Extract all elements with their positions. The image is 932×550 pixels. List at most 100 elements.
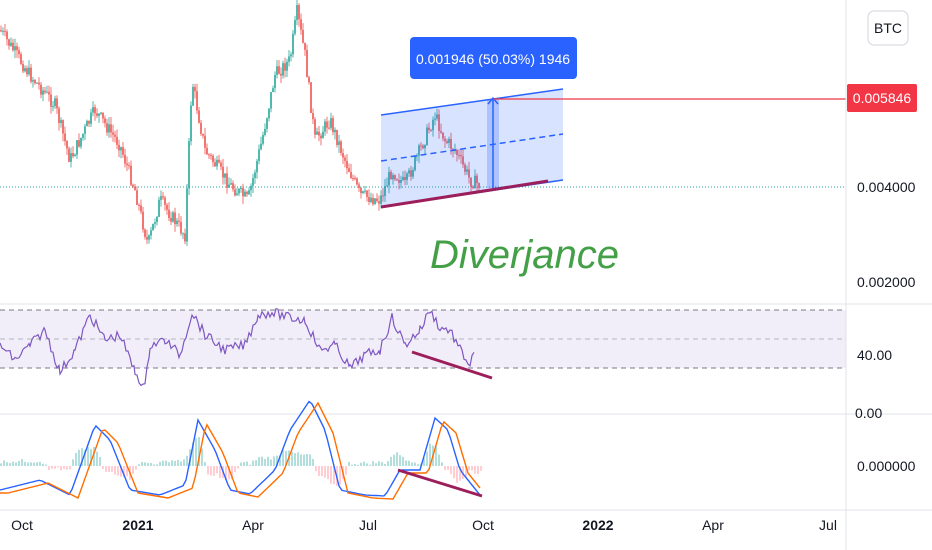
candle-body	[420, 145, 422, 147]
macd-histogram-bar	[387, 461, 389, 466]
macd-histogram-bar	[159, 461, 161, 466]
macd-histogram-bar	[405, 460, 407, 466]
candle-body	[284, 63, 286, 71]
channel-middle-line	[380, 133, 564, 162]
candle-body	[296, 5, 298, 20]
candle-body	[398, 179, 400, 183]
candle-body	[238, 188, 240, 194]
macd-histogram-bar	[147, 463, 149, 466]
candle-body	[40, 84, 42, 95]
macd-histogram-bar	[249, 464, 251, 466]
candle-body	[262, 134, 264, 144]
macd-histogram-bar	[15, 462, 17, 466]
currency-label[interactable]: BTC	[874, 20, 902, 36]
candle-body	[304, 42, 306, 50]
candle-body	[0, 30, 2, 32]
candle-body	[252, 178, 254, 186]
candle-body	[404, 177, 406, 180]
candle-body	[126, 163, 128, 166]
candle-body	[274, 74, 276, 89]
candle-body	[320, 135, 322, 139]
macd-pane[interactable]	[0, 400, 932, 500]
candle-body	[330, 118, 332, 128]
candle-body	[114, 134, 116, 137]
macd-histogram-bar	[48, 466, 50, 471]
candle-body	[34, 80, 36, 84]
time-axis-label: 2021	[122, 517, 153, 533]
candle-body	[328, 127, 330, 129]
time-axis[interactable]: Oct 2021 Apr Jul Oct 2022 Apr Jul	[0, 509, 932, 550]
macd-histogram-bar	[63, 466, 65, 469]
candle-body	[360, 188, 362, 194]
candle-body	[410, 170, 412, 177]
candle-body	[22, 63, 24, 72]
candle-body	[38, 82, 40, 85]
candle-body	[390, 171, 392, 180]
candle-body	[20, 54, 22, 64]
candle-body	[356, 178, 358, 185]
price-scale[interactable]: BTC 0.005846 0.004000 0.002000 40.00 0.0…	[845, 0, 917, 510]
macd-histogram-bar	[96, 451, 98, 466]
time-axis-label: Oct	[472, 517, 494, 533]
macd-histogram-bar	[171, 460, 173, 466]
macd-histogram-bar	[453, 466, 455, 479]
macd-histogram-bar	[126, 466, 128, 477]
candle-body	[58, 108, 60, 123]
macd-histogram-bar	[75, 452, 77, 466]
macd-histogram-bar	[162, 460, 164, 466]
time-axis-label: Apr	[702, 517, 724, 533]
candle-body	[292, 33, 294, 55]
macd-histogram-bar	[6, 462, 8, 466]
candle-body	[128, 165, 130, 167]
candle-body	[96, 113, 98, 116]
candle-body	[176, 220, 178, 225]
candle-body	[260, 143, 262, 150]
candle-body	[204, 135, 206, 148]
macd-histogram-bar	[261, 456, 263, 466]
macd-line	[0, 400, 481, 497]
macd-histogram-bar	[66, 466, 68, 470]
candle-body	[32, 80, 34, 82]
macd-histogram-bar	[312, 458, 314, 466]
macd-histogram-bar	[372, 461, 374, 466]
price-pane[interactable]: 0.001946 (50.03%) 1946 Diverjance	[0, 0, 846, 277]
candle-body	[470, 177, 472, 187]
candle-body	[318, 131, 320, 136]
candle-body	[478, 183, 480, 189]
measure-arrow-head	[487, 96, 499, 105]
macd-histogram-bar	[78, 449, 80, 466]
macd-tick-label: 0.000000	[857, 458, 916, 474]
candle-body	[106, 123, 108, 133]
time-axis-label: Oct	[11, 517, 33, 533]
macd-histogram-bar	[474, 466, 476, 474]
candle-body	[430, 130, 432, 132]
macd-histogram-bar	[9, 462, 11, 466]
candle-body	[338, 141, 340, 145]
candle-body	[412, 170, 414, 177]
currency-button-box[interactable]	[867, 10, 909, 46]
macd-histogram-bar	[444, 466, 446, 471]
candle-body	[64, 133, 66, 142]
macd-histogram-bar	[273, 456, 275, 466]
candle-body	[52, 106, 54, 108]
macd-histogram-bar	[252, 460, 254, 466]
candle-body	[228, 184, 230, 188]
candle-body	[186, 188, 188, 242]
candle-body	[48, 91, 50, 95]
macd-histogram-bar	[393, 454, 395, 466]
candle-body	[168, 209, 170, 219]
macd-histogram-bar	[276, 455, 278, 466]
price-candles	[0, 0, 480, 247]
candle-body	[118, 144, 120, 151]
rsi-tick-label: 40.00	[857, 347, 892, 363]
rsi-pane[interactable]	[0, 303, 932, 387]
candle-body	[264, 128, 266, 135]
macd-histogram-bar	[333, 466, 335, 485]
candle-body	[474, 175, 476, 189]
candle-body	[6, 31, 8, 40]
candle-body	[120, 147, 122, 151]
candle-body	[194, 86, 196, 92]
candle-body	[12, 42, 14, 51]
candle-body	[270, 91, 272, 109]
